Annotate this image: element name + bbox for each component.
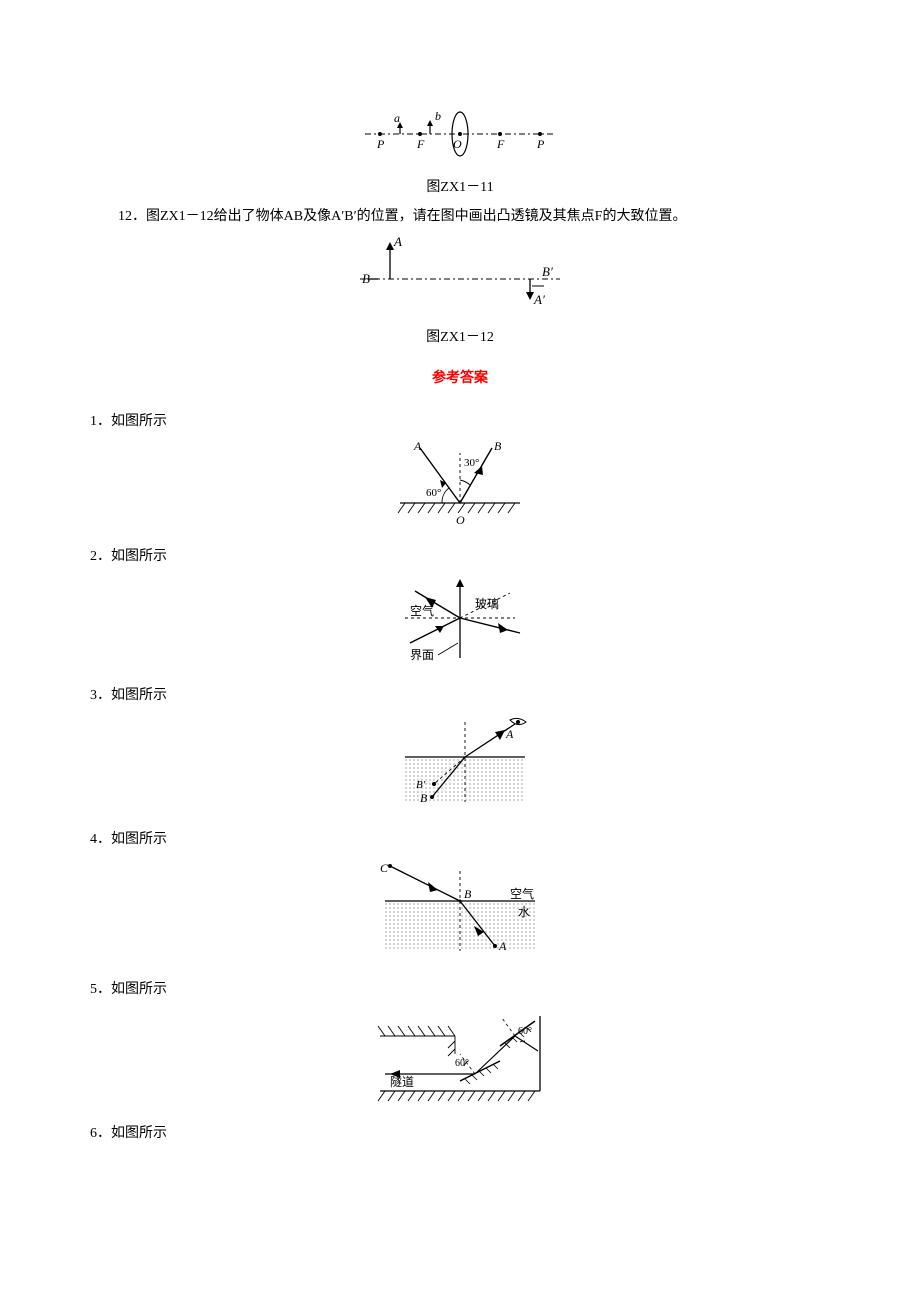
- ans4-C: C: [380, 861, 389, 875]
- answer-2-text: 2．如图所示: [90, 544, 830, 569]
- fig11-svg: a b P F O F P: [345, 104, 575, 164]
- ans1-60: 60°: [426, 487, 441, 499]
- fig12-Ap: A′: [533, 292, 545, 307]
- figure-zx1-11: a b P F O F P 图ZX1－11: [90, 104, 830, 200]
- fig12-caption: 图ZX1－12: [90, 325, 830, 350]
- ans2-surface: 界面: [410, 648, 434, 662]
- ans2-air: 空气: [410, 603, 434, 618]
- fig11-label-Fr: F: [496, 137, 505, 151]
- answer-2-fig: 空气 玻璃 界面: [90, 573, 830, 677]
- ans4-A: A: [498, 939, 507, 953]
- ans4-B: B: [464, 887, 472, 901]
- ans3-A: A: [505, 727, 514, 741]
- answer-6-text: 6．如图所示: [90, 1121, 830, 1146]
- ans1-O: O: [456, 513, 465, 527]
- answer-5-fig: 60° 60° 隧道: [90, 1006, 830, 1115]
- ans1-B: B: [494, 439, 502, 453]
- ans5-60a: 60°: [455, 1058, 469, 1069]
- answer-1-fig: A B O 60° 30°: [90, 438, 830, 537]
- answer-1-text: 1．如图所示: [90, 409, 830, 434]
- fig12-svg: A B B′ A′: [330, 234, 590, 314]
- answer-3-text: 3．如图所示: [90, 683, 830, 708]
- fig11-label-Pl: P: [376, 137, 385, 151]
- fig11-label-O: O: [453, 137, 462, 151]
- q12-text: 12．图ZX1－12给出了物体AB及像A′B′的位置，请在图中画出凸透镜及其焦点…: [90, 204, 830, 229]
- answer-3-fig: A B′ B: [90, 712, 830, 821]
- ans2-glass: 玻璃: [475, 597, 499, 611]
- ans4-air: 空气: [510, 886, 534, 901]
- answer-4-text: 4．如图所示: [90, 827, 830, 852]
- fig11-label-b: b: [435, 109, 441, 123]
- fig11-label-Fl: F: [416, 137, 425, 151]
- ans5-60b: 60°: [518, 1026, 532, 1037]
- figure-zx1-12: A B B′ A′ 图ZX1－12: [90, 234, 830, 350]
- fig12-Bp: B′: [542, 264, 553, 279]
- fig11-caption: 图ZX1－11: [90, 175, 830, 200]
- ans3-Bp: B′: [416, 779, 426, 791]
- ans3-B: B: [420, 791, 428, 805]
- ans1-30: 30°: [464, 457, 479, 469]
- answers-title: 参考答案: [90, 366, 830, 391]
- ans4-water: 水: [518, 905, 530, 919]
- answer-4-fig: C A B 空气 水: [90, 856, 830, 970]
- fig12-A: A: [393, 234, 402, 249]
- ans1-A: A: [413, 439, 422, 453]
- fig11-label-a: a: [394, 111, 400, 125]
- fig11-label-Pr: P: [536, 137, 545, 151]
- answer-5-text: 5．如图所示: [90, 977, 830, 1002]
- ans5-tunnel: 隧道: [390, 1074, 414, 1089]
- page: a b P F O F P 图ZX1－11 12．图ZX1－12给出了物体AB及…: [0, 0, 920, 1302]
